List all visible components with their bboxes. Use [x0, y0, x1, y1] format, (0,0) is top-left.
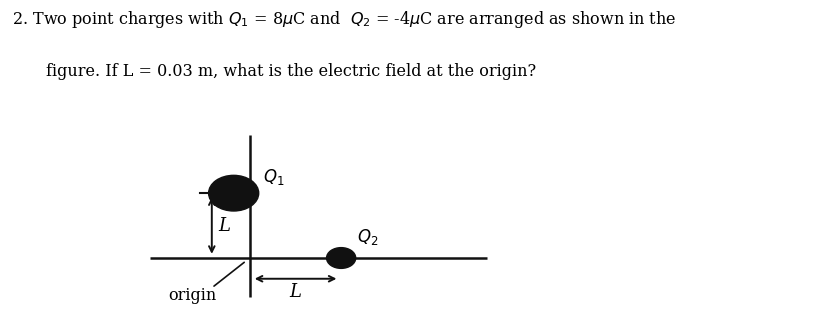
Text: L: L: [289, 283, 301, 301]
Text: figure. If L = 0.03 m, what is the electric field at the origin?: figure. If L = 0.03 m, what is the elect…: [45, 63, 535, 80]
Text: L: L: [218, 217, 230, 234]
Ellipse shape: [208, 175, 258, 211]
Text: $Q_1$: $Q_1$: [262, 167, 284, 187]
Text: 2. Two point charges with $Q_1$ = 8$\mu$C and  $Q_2$ = -4$\mu$C are arranged as : 2. Two point charges with $Q_1$ = 8$\mu$…: [12, 9, 676, 30]
Text: origin: origin: [168, 287, 216, 304]
Ellipse shape: [326, 248, 356, 268]
Text: $Q_2$: $Q_2$: [356, 227, 377, 247]
